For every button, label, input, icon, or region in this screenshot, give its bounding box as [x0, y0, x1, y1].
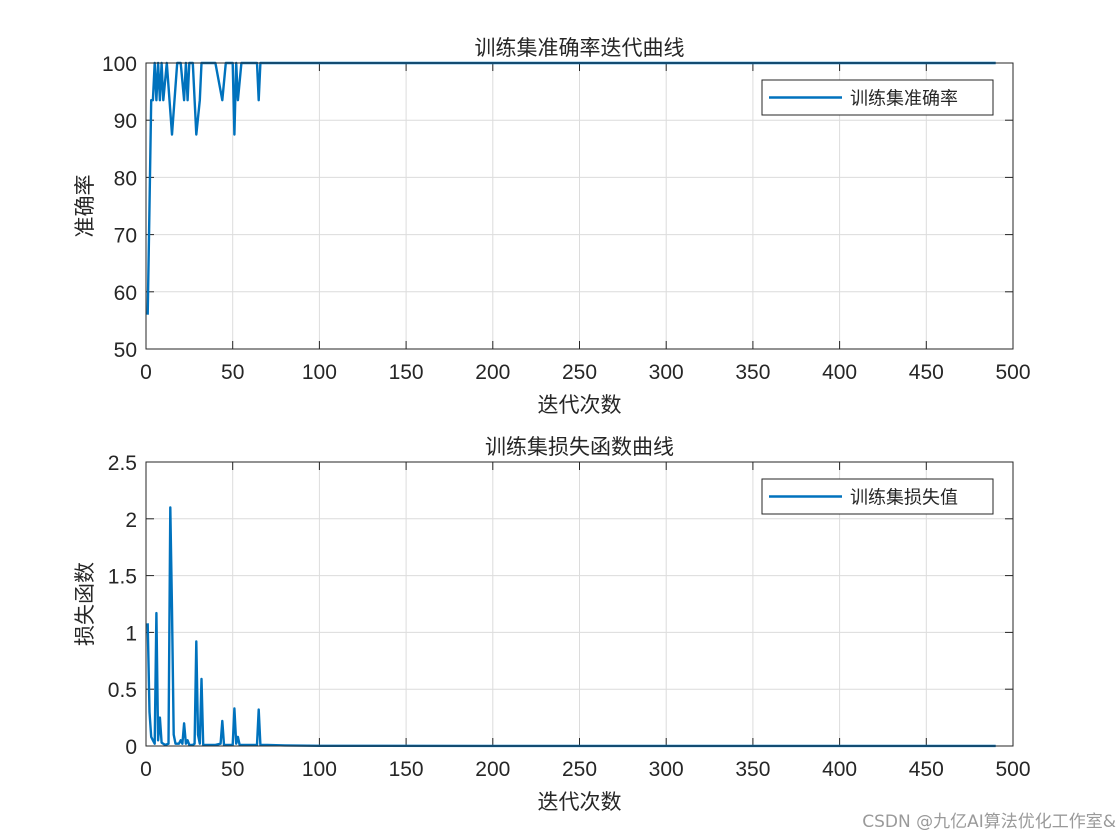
- y-tick-label: 2: [125, 509, 137, 532]
- x-tick-label: 100: [302, 758, 337, 781]
- chart-title: 训练集准确率迭代曲线: [475, 36, 685, 60]
- x-tick-label: 400: [822, 361, 857, 384]
- y-tick-label: 0.5: [108, 679, 137, 702]
- x-tick-label: 200: [475, 361, 510, 384]
- x-tick-label: 200: [475, 758, 510, 781]
- x-axis-label: 迭代次数: [538, 393, 622, 417]
- axes-box: [145, 461, 1014, 747]
- x-tick-label: 250: [562, 758, 597, 781]
- y-tick-label: 90: [114, 110, 137, 133]
- y-tick-label: 80: [114, 167, 137, 190]
- x-tick-label: 50: [221, 361, 244, 384]
- y-axis-label: 准确率: [73, 175, 97, 238]
- y-tick-label: 70: [114, 225, 137, 248]
- series-line: [146, 506, 996, 748]
- y-tick-label: 100: [102, 53, 137, 76]
- x-tick-label: 150: [389, 361, 424, 384]
- x-tick-label: 250: [562, 361, 597, 384]
- y-tick-label: 1.5: [108, 566, 137, 589]
- y-tick-label: 60: [114, 282, 137, 305]
- x-tick-label: 400: [822, 758, 857, 781]
- x-tick-label: 450: [909, 361, 944, 384]
- watermark: CSDN @九亿AI算法优化工作室&: [862, 812, 1116, 832]
- legend-label: 训练集准确率: [850, 89, 958, 110]
- y-tick-label: 2.5: [108, 452, 137, 475]
- x-tick-label: 100: [302, 361, 337, 384]
- y-axis-label: 损失函数: [73, 562, 97, 646]
- x-tick-label: 0: [140, 758, 152, 781]
- legend-label: 训练集损失值: [850, 488, 958, 509]
- x-tick-label: 500: [995, 361, 1030, 384]
- accuracy-chart: 0 50 100 150 200 250 300 350 400 450 5005060708090…: [73, 36, 1031, 417]
- chart-title: 训练集损失函数曲线: [485, 435, 674, 459]
- x-tick-label: 150: [389, 758, 424, 781]
- y-tick-label: 50: [114, 339, 137, 362]
- x-tick-label: 500: [995, 758, 1030, 781]
- x-tick-label: 300: [649, 361, 684, 384]
- x-tick-label: 350: [735, 361, 770, 384]
- x-axis-label: 迭代次数: [538, 790, 622, 814]
- y-tick-label: 1: [125, 622, 137, 645]
- loss-chart: 0 50 100 150 200 250 300 350 400 450 500 0 0.5 1 1.5 2 2…: [73, 435, 1031, 814]
- y-tick-label: 0: [125, 736, 137, 759]
- x-tick-label: 300: [649, 758, 684, 781]
- axes-box: [145, 62, 1014, 350]
- x-tick-label: 50: [221, 758, 244, 781]
- x-tick-label: 450: [909, 758, 944, 781]
- x-tick-label: 350: [735, 758, 770, 781]
- x-tick-label: 0: [140, 361, 152, 384]
